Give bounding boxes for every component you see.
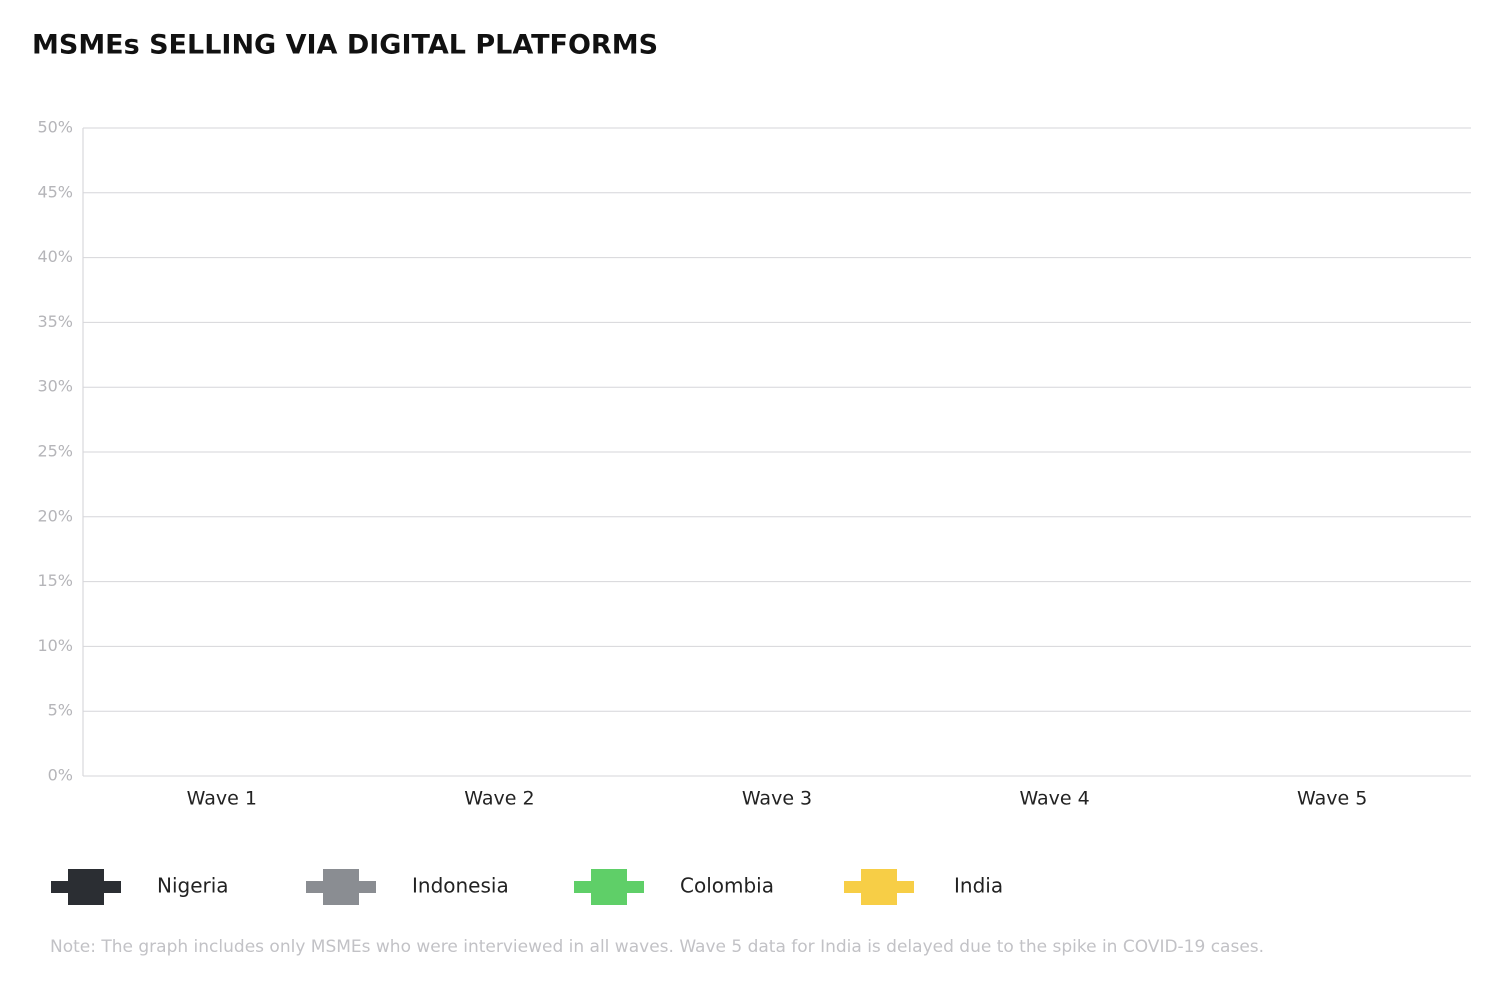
y-tick-label: 25% xyxy=(37,442,73,461)
x-tick-label: Wave 1 xyxy=(187,788,257,810)
y-tick-label: 20% xyxy=(37,506,73,525)
y-tick-label: 5% xyxy=(48,701,73,720)
legend-marker xyxy=(323,869,359,905)
y-tick-label: 10% xyxy=(37,636,73,655)
y-tick-label: 45% xyxy=(37,182,73,201)
x-tick-label: Wave 3 xyxy=(742,788,812,810)
chart-title: MSMEs SELLING VIA DIGITAL PLATFORMS xyxy=(32,30,658,61)
x-tick-label: Wave 5 xyxy=(1297,788,1367,810)
y-tick-label: 0% xyxy=(48,766,73,785)
legend-marker xyxy=(68,869,104,905)
y-tick-label: 30% xyxy=(37,377,73,396)
legend-label: India xyxy=(954,874,1003,898)
legend-label: Indonesia xyxy=(412,874,509,898)
x-tick-label: Wave 2 xyxy=(464,788,534,810)
x-tick-label: Wave 4 xyxy=(1019,788,1089,810)
note: Note: The graph includes only MSMEs who … xyxy=(50,937,1264,957)
legend-marker xyxy=(591,869,627,905)
legend-label: Colombia xyxy=(680,874,774,898)
legend-label: Nigeria xyxy=(157,874,229,898)
y-tick-label: 40% xyxy=(37,247,73,266)
y-tick-label: 15% xyxy=(37,571,73,590)
y-tick-label: 50% xyxy=(37,118,73,137)
y-tick-label: 35% xyxy=(37,312,73,331)
legend-marker xyxy=(861,869,897,905)
